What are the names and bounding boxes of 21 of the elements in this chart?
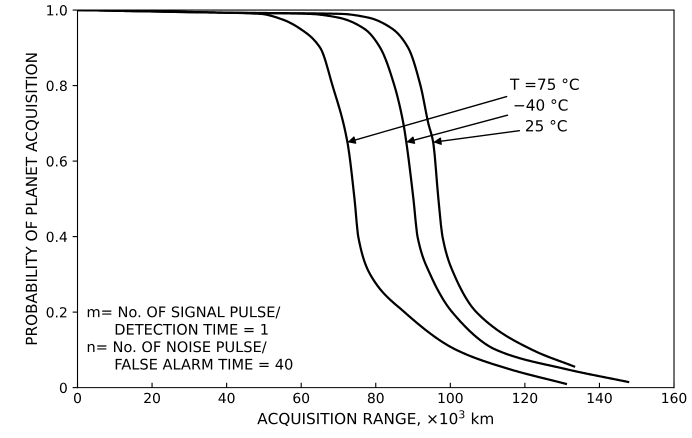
x-tick-label: 160	[662, 392, 686, 404]
x-tick-label: 40	[218, 392, 235, 404]
x-tick-label: 60	[293, 392, 310, 404]
annotation: 25 °C	[526, 120, 567, 132]
x-axis-title: ACQUISITION RANGE, ×10$^{3}$ km	[257, 410, 493, 426]
annotation: −40 °C	[514, 99, 568, 111]
x-tick-label: 20	[144, 392, 160, 404]
y-tick-label: 0	[60, 382, 67, 394]
x-tick-label: 100	[438, 392, 463, 404]
y-tick-label: 0.2	[46, 307, 66, 318]
y-tick-label: 0.6	[46, 156, 67, 167]
y-tick-label: 0.4	[46, 232, 68, 242]
y-axis-title: PROBABILITY OF PLANET ACQUISITION	[26, 53, 39, 344]
x-tick-label: 0	[74, 392, 81, 404]
y-tick-label: 0.8	[46, 80, 67, 92]
x-tick-label: 120	[513, 392, 538, 404]
y-tick-label: 1.0	[47, 5, 67, 16]
x-tick-label: 80	[368, 392, 384, 404]
annotation: T =75 °C	[510, 78, 579, 90]
x-tick-label: 140	[588, 392, 612, 404]
annotation: m= No. OF SIGNAL PULSE/ DETECTION TIME = 1 n= No. OF NOISE PULSE/ FALSE ALARM TIME = 40	[88, 306, 292, 370]
